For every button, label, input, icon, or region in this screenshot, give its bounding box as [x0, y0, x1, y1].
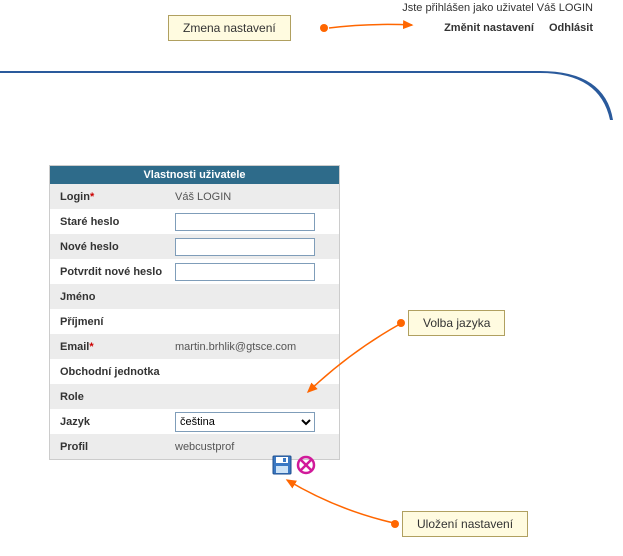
- row-login: Login* Váš LOGIN: [50, 184, 339, 209]
- panel-title: Vlastnosti uživatele: [50, 166, 339, 184]
- login-status-text: Jste přihlášen jako uživatel Váš LOGIN: [402, 2, 593, 14]
- login-value: Váš LOGIN: [175, 191, 339, 203]
- row-email: Email* martin.brhlik@gtsce.com: [50, 334, 339, 359]
- profile-value: webcustprof: [175, 441, 339, 453]
- business-unit-label: Obchodní jednotka: [50, 366, 175, 378]
- callout-change-settings: Zmena nastavení: [168, 15, 291, 41]
- email-label: Email*: [50, 341, 175, 353]
- page-curve-divider: [0, 70, 623, 120]
- old-password-input[interactable]: [175, 213, 315, 231]
- confirm-password-label: Potvrdit nové heslo: [50, 266, 175, 278]
- row-lastname: Příjmení: [50, 309, 339, 334]
- row-business-unit: Obchodní jednotka: [50, 359, 339, 384]
- action-bar: [272, 455, 316, 475]
- firstname-label: Jméno: [50, 291, 175, 303]
- change-settings-link[interactable]: Změnit nastavení: [444, 22, 534, 34]
- language-label: Jazyk: [50, 416, 175, 428]
- old-password-label: Staré heslo: [50, 216, 175, 228]
- role-label: Role: [50, 391, 175, 403]
- new-password-label: Nové heslo: [50, 241, 175, 253]
- save-icon[interactable]: [272, 455, 292, 475]
- top-links: Změnit nastavení Odhlásit: [432, 22, 593, 34]
- callout-save: Uložení nastavení: [402, 511, 528, 537]
- language-select[interactable]: čeština: [175, 412, 315, 432]
- profile-label: Profil: [50, 441, 175, 453]
- cancel-icon[interactable]: [296, 455, 316, 475]
- callout-language: Volba jazyka: [408, 310, 505, 336]
- lastname-label: Příjmení: [50, 316, 175, 328]
- row-new-password: Nové heslo: [50, 234, 339, 259]
- row-role: Role: [50, 384, 339, 409]
- row-confirm-password: Potvrdit nové heslo: [50, 259, 339, 284]
- callout-dot: [391, 520, 399, 528]
- callout-dot: [320, 24, 328, 32]
- confirm-password-input[interactable]: [175, 263, 315, 281]
- row-language: Jazyk čeština: [50, 409, 339, 434]
- login-label: Login*: [50, 191, 175, 203]
- email-value: martin.brhlik@gtsce.com: [175, 341, 339, 353]
- user-properties-panel: Vlastnosti uživatele Login* Váš LOGIN St…: [49, 165, 340, 460]
- callout-dot: [397, 319, 405, 327]
- callout-arrow: [282, 475, 402, 530]
- row-firstname: Jméno: [50, 284, 339, 309]
- logout-link[interactable]: Odhlásit: [549, 22, 593, 34]
- new-password-input[interactable]: [175, 238, 315, 256]
- row-old-password: Staré heslo: [50, 209, 339, 234]
